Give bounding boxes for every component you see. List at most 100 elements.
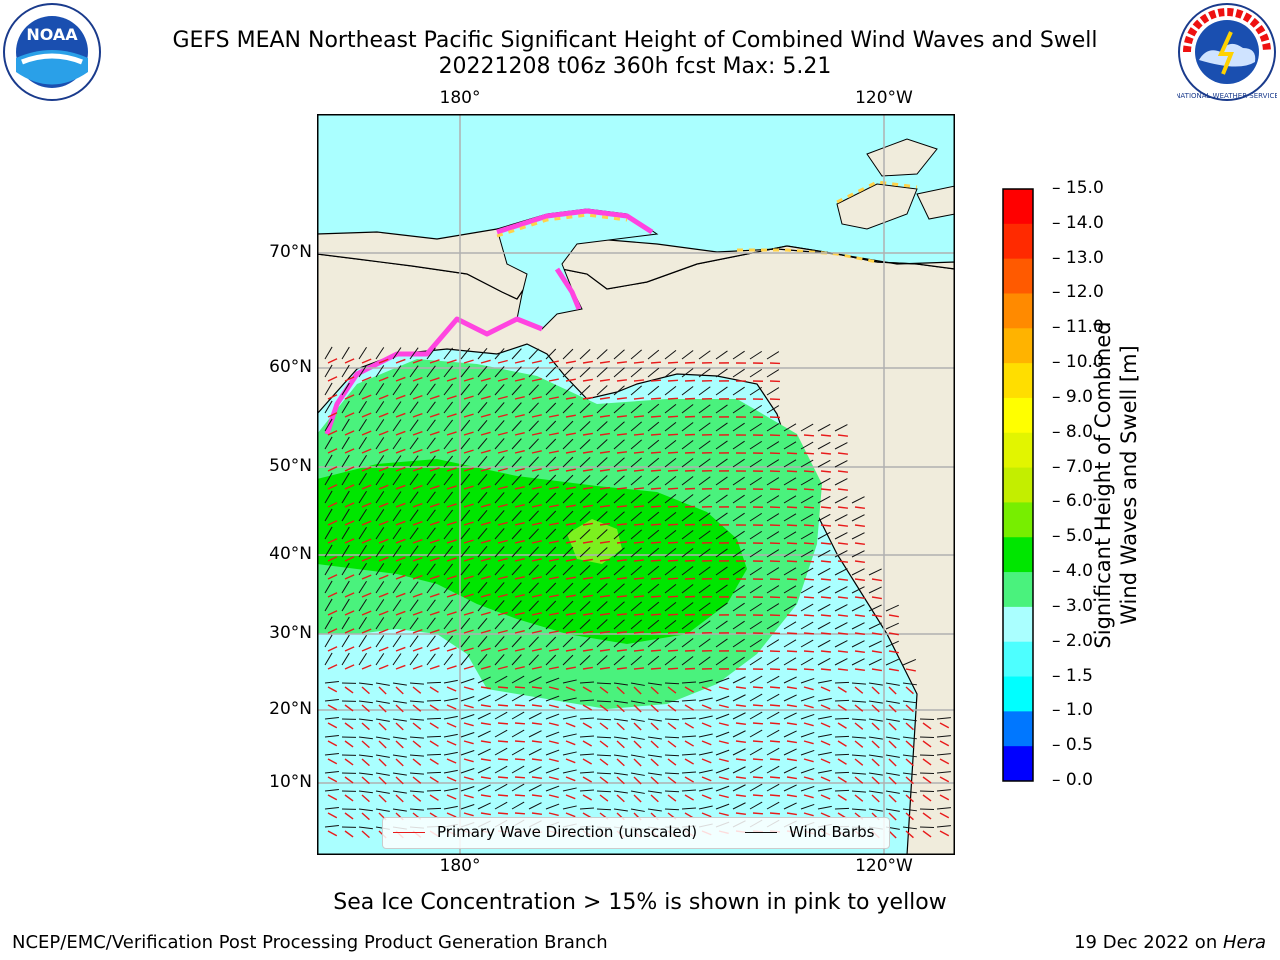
- wind-barb: [647, 772, 662, 776]
- wind-barb: [443, 527, 454, 540]
- wave-direction-arrow: [412, 394, 423, 400]
- wave-direction-arrow: [854, 668, 866, 672]
- wind-barb: [511, 675, 525, 684]
- wave-direction-arrow: [599, 758, 609, 766]
- wind-barb: [630, 565, 642, 576]
- wave-direction-arrow: [463, 395, 474, 400]
- wave-direction-arrow: [429, 740, 439, 747]
- wind-barb: [409, 808, 424, 811]
- wave-direction-arrow: [361, 646, 372, 652]
- wave-direction-arrow: [395, 646, 406, 652]
- wind-barb: [562, 805, 577, 810]
- wind-barb: [749, 476, 763, 486]
- wind-barb: [596, 754, 612, 757]
- wind-barb: [392, 545, 402, 558]
- wave-direction-arrow: [820, 686, 831, 692]
- wave-direction-arrow: [769, 776, 781, 779]
- wind-barb: [698, 679, 713, 684]
- wind-barb: [528, 618, 539, 630]
- wave-direction-arrow: [361, 448, 372, 454]
- wave-direction-arrow: [650, 379, 662, 382]
- wave-direction-arrow: [837, 704, 847, 711]
- wave-direction-arrow: [633, 415, 645, 418]
- wave-direction-arrow: [752, 740, 764, 743]
- colorbar-tick-label: – 2.0: [1052, 630, 1093, 651]
- wave-direction-arrow: [939, 830, 950, 837]
- wave-direction-arrow: [650, 451, 662, 454]
- wind-barb: [375, 401, 385, 414]
- wind-barb: [902, 736, 917, 740]
- wind-barb: [460, 696, 475, 702]
- wind-barb: [341, 562, 350, 576]
- wind-barb: [341, 472, 350, 486]
- wave-direction-arrow: [888, 812, 897, 821]
- wind-barb: [681, 602, 694, 612]
- wave-direction-arrow: [412, 776, 422, 784]
- wave-direction-arrow: [327, 686, 338, 693]
- wave-direction-arrow: [344, 520, 355, 526]
- wave-direction-arrow: [854, 542, 866, 546]
- wave-direction-arrow: [599, 630, 610, 634]
- wave-direction-arrow: [582, 360, 593, 364]
- wind-barb: [392, 581, 402, 594]
- wind-barb: [426, 491, 436, 504]
- wave-direction-arrow: [480, 611, 491, 616]
- wave-direction-arrow: [786, 542, 798, 545]
- wave-direction-arrow: [446, 485, 457, 490]
- wind-barb: [647, 475, 660, 486]
- wave-direction-arrow: [463, 467, 474, 472]
- wave-direction-arrow: [463, 359, 474, 364]
- wave-direction-arrow: [531, 594, 542, 598]
- wave-direction-arrow: [803, 704, 814, 709]
- wind-barb: [324, 598, 333, 612]
- wave-direction-arrow: [616, 704, 625, 713]
- colorbar: [1002, 188, 1034, 782]
- wind-barb: [426, 545, 436, 558]
- wind-barb: [834, 771, 850, 774]
- wind-barb: [817, 679, 832, 684]
- wind-barb: [630, 601, 642, 612]
- wind-barb: [409, 736, 424, 739]
- wind-barb: [664, 808, 680, 811]
- wave-direction-arrow: [752, 812, 764, 815]
- wave-direction-arrow: [905, 830, 914, 839]
- wind-barb: [664, 439, 677, 450]
- wind-barb: [783, 549, 797, 558]
- wind-barb: [358, 808, 373, 812]
- wind-barb: [800, 785, 815, 792]
- wind-barb: [579, 789, 594, 792]
- wind-barb: [698, 733, 713, 738]
- wave-direction-arrow: [633, 523, 645, 526]
- wave-direction-arrow: [497, 794, 509, 797]
- wind-barb: [613, 367, 625, 378]
- wind-barb: [545, 474, 557, 486]
- wave-direction-arrow: [582, 504, 593, 508]
- wind-barb: [477, 365, 488, 378]
- wind-barb: [630, 655, 642, 666]
- wind-barb: [630, 547, 642, 558]
- wave-direction-arrow: [514, 395, 525, 400]
- wind-barb: [766, 639, 780, 648]
- wave-direction-arrow: [667, 776, 677, 784]
- map-legend: Primary Wave Direction (unscaled) Wind B…: [382, 817, 890, 849]
- wave-direction-arrow: [633, 487, 645, 490]
- wind-barb: [358, 508, 367, 522]
- wave-direction-arrow: [344, 628, 355, 634]
- wave-direction-arrow: [497, 539, 508, 544]
- wind-barb: [511, 729, 525, 738]
- wave-direction-arrow: [344, 394, 355, 400]
- wave-direction-arrow: [514, 593, 525, 598]
- wave-direction-arrow: [531, 396, 542, 400]
- wave-direction-arrow: [871, 650, 882, 654]
- wave-direction-arrow: [361, 610, 372, 616]
- wind-barb: [579, 348, 591, 360]
- wave-direction-arrow: [667, 469, 679, 472]
- wave-direction-arrow: [888, 776, 897, 785]
- wind-barb: [596, 457, 608, 468]
- wave-direction-arrow: [514, 758, 526, 761]
- wind-barb: [902, 700, 917, 704]
- wave-direction-arrow: [820, 488, 832, 491]
- wind-barb: [358, 544, 367, 558]
- wind-barb: [596, 493, 608, 504]
- wind-barb: [528, 784, 542, 792]
